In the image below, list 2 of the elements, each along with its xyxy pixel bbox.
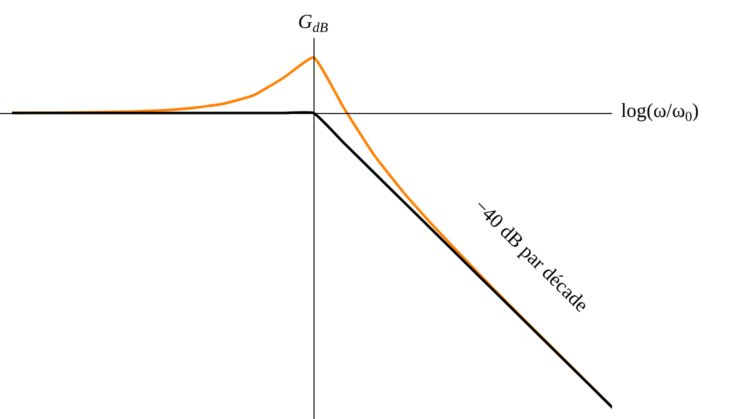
y-axis-title: G$_{dB}$: [298, 11, 328, 36]
x-axis-title: log(ω/ω$_{0}$): [621, 100, 699, 126]
